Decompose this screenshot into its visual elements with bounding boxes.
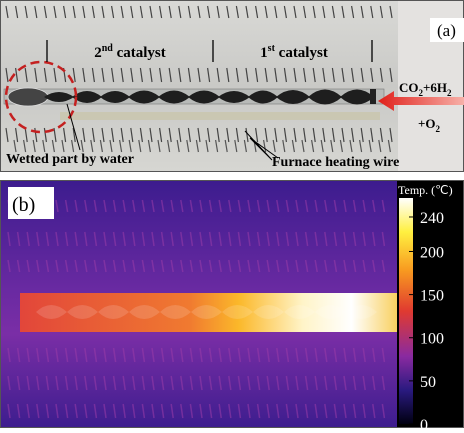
text: 2: [436, 124, 441, 134]
colorbar-tick-label: 0: [420, 417, 428, 428]
wetted-label: Wetted part by water: [6, 152, 134, 167]
colorbar-title: Temp. (℃): [398, 183, 453, 197]
catalyst-pellet: [370, 89, 376, 104]
panel-b: (b) Temp. (℃) 0 50 100 150 200 240: [0, 180, 464, 428]
photo-a: [1, 1, 464, 172]
text: catalyst: [275, 45, 328, 61]
colorbar-tick-label: 200: [420, 244, 444, 261]
panel-label: (b): [12, 194, 35, 216]
text: 2: [447, 88, 452, 98]
text: catalyst: [113, 45, 166, 61]
text: CO: [399, 80, 419, 95]
wire-label: Furnace heating wire: [272, 155, 399, 170]
colorbar-tick-label: 150: [420, 288, 444, 305]
colorbar: [399, 198, 413, 424]
colorbar-tick-label: 50: [420, 374, 436, 391]
text: nd: [102, 43, 114, 54]
reflection: [60, 112, 380, 120]
water-drop: [8, 88, 48, 106]
panel-a: 2nd catalyst 1st catalyst (a) CO2+6H2 +O…: [1, 1, 464, 172]
colorbar-tick-label: 100: [420, 331, 444, 348]
colorbar-tick-label: 240: [420, 210, 444, 227]
panel-label: (a): [437, 21, 456, 40]
text: +O: [418, 116, 436, 131]
text: 2: [94, 45, 102, 61]
catalyst-glow: [36, 305, 377, 319]
text: +6H: [423, 80, 447, 95]
text: 1: [260, 45, 268, 61]
